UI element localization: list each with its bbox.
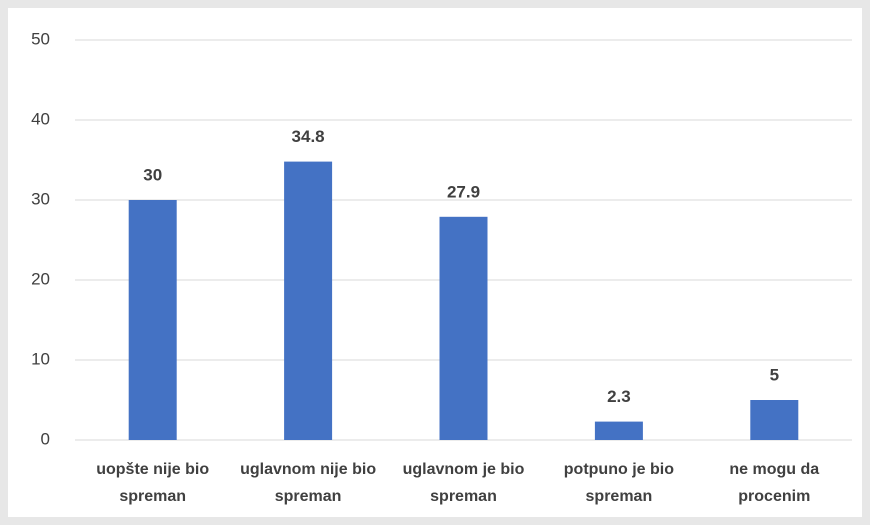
- bar: [750, 400, 799, 440]
- bar: [594, 421, 643, 440]
- value-label: 34.8: [292, 127, 325, 146]
- x-tick-label: uglavnom nije bio spreman: [240, 461, 377, 505]
- x-tick-label: uopšte nije bio spreman: [96, 461, 210, 505]
- value-label: 30: [143, 165, 162, 184]
- y-tick-label: 0: [41, 429, 50, 448]
- y-tick-label: 50: [31, 29, 50, 48]
- value-label: 27.9: [447, 182, 480, 201]
- x-tick-label: uglavnom je bio spreman: [402, 461, 525, 505]
- y-tick-label: 30: [31, 189, 50, 208]
- value-label: 5: [770, 365, 779, 384]
- bar: [284, 161, 333, 440]
- bar: [128, 200, 177, 440]
- bar: [439, 216, 488, 440]
- y-tick-label: 20: [31, 269, 50, 288]
- y-tick-label: 10: [31, 349, 50, 368]
- value-label: 2.3: [607, 387, 631, 406]
- y-tick-label: 40: [31, 109, 50, 128]
- x-tick-label: ne mogu da procenim: [729, 461, 820, 505]
- x-tick-label: potpuno je bio spreman: [563, 461, 674, 505]
